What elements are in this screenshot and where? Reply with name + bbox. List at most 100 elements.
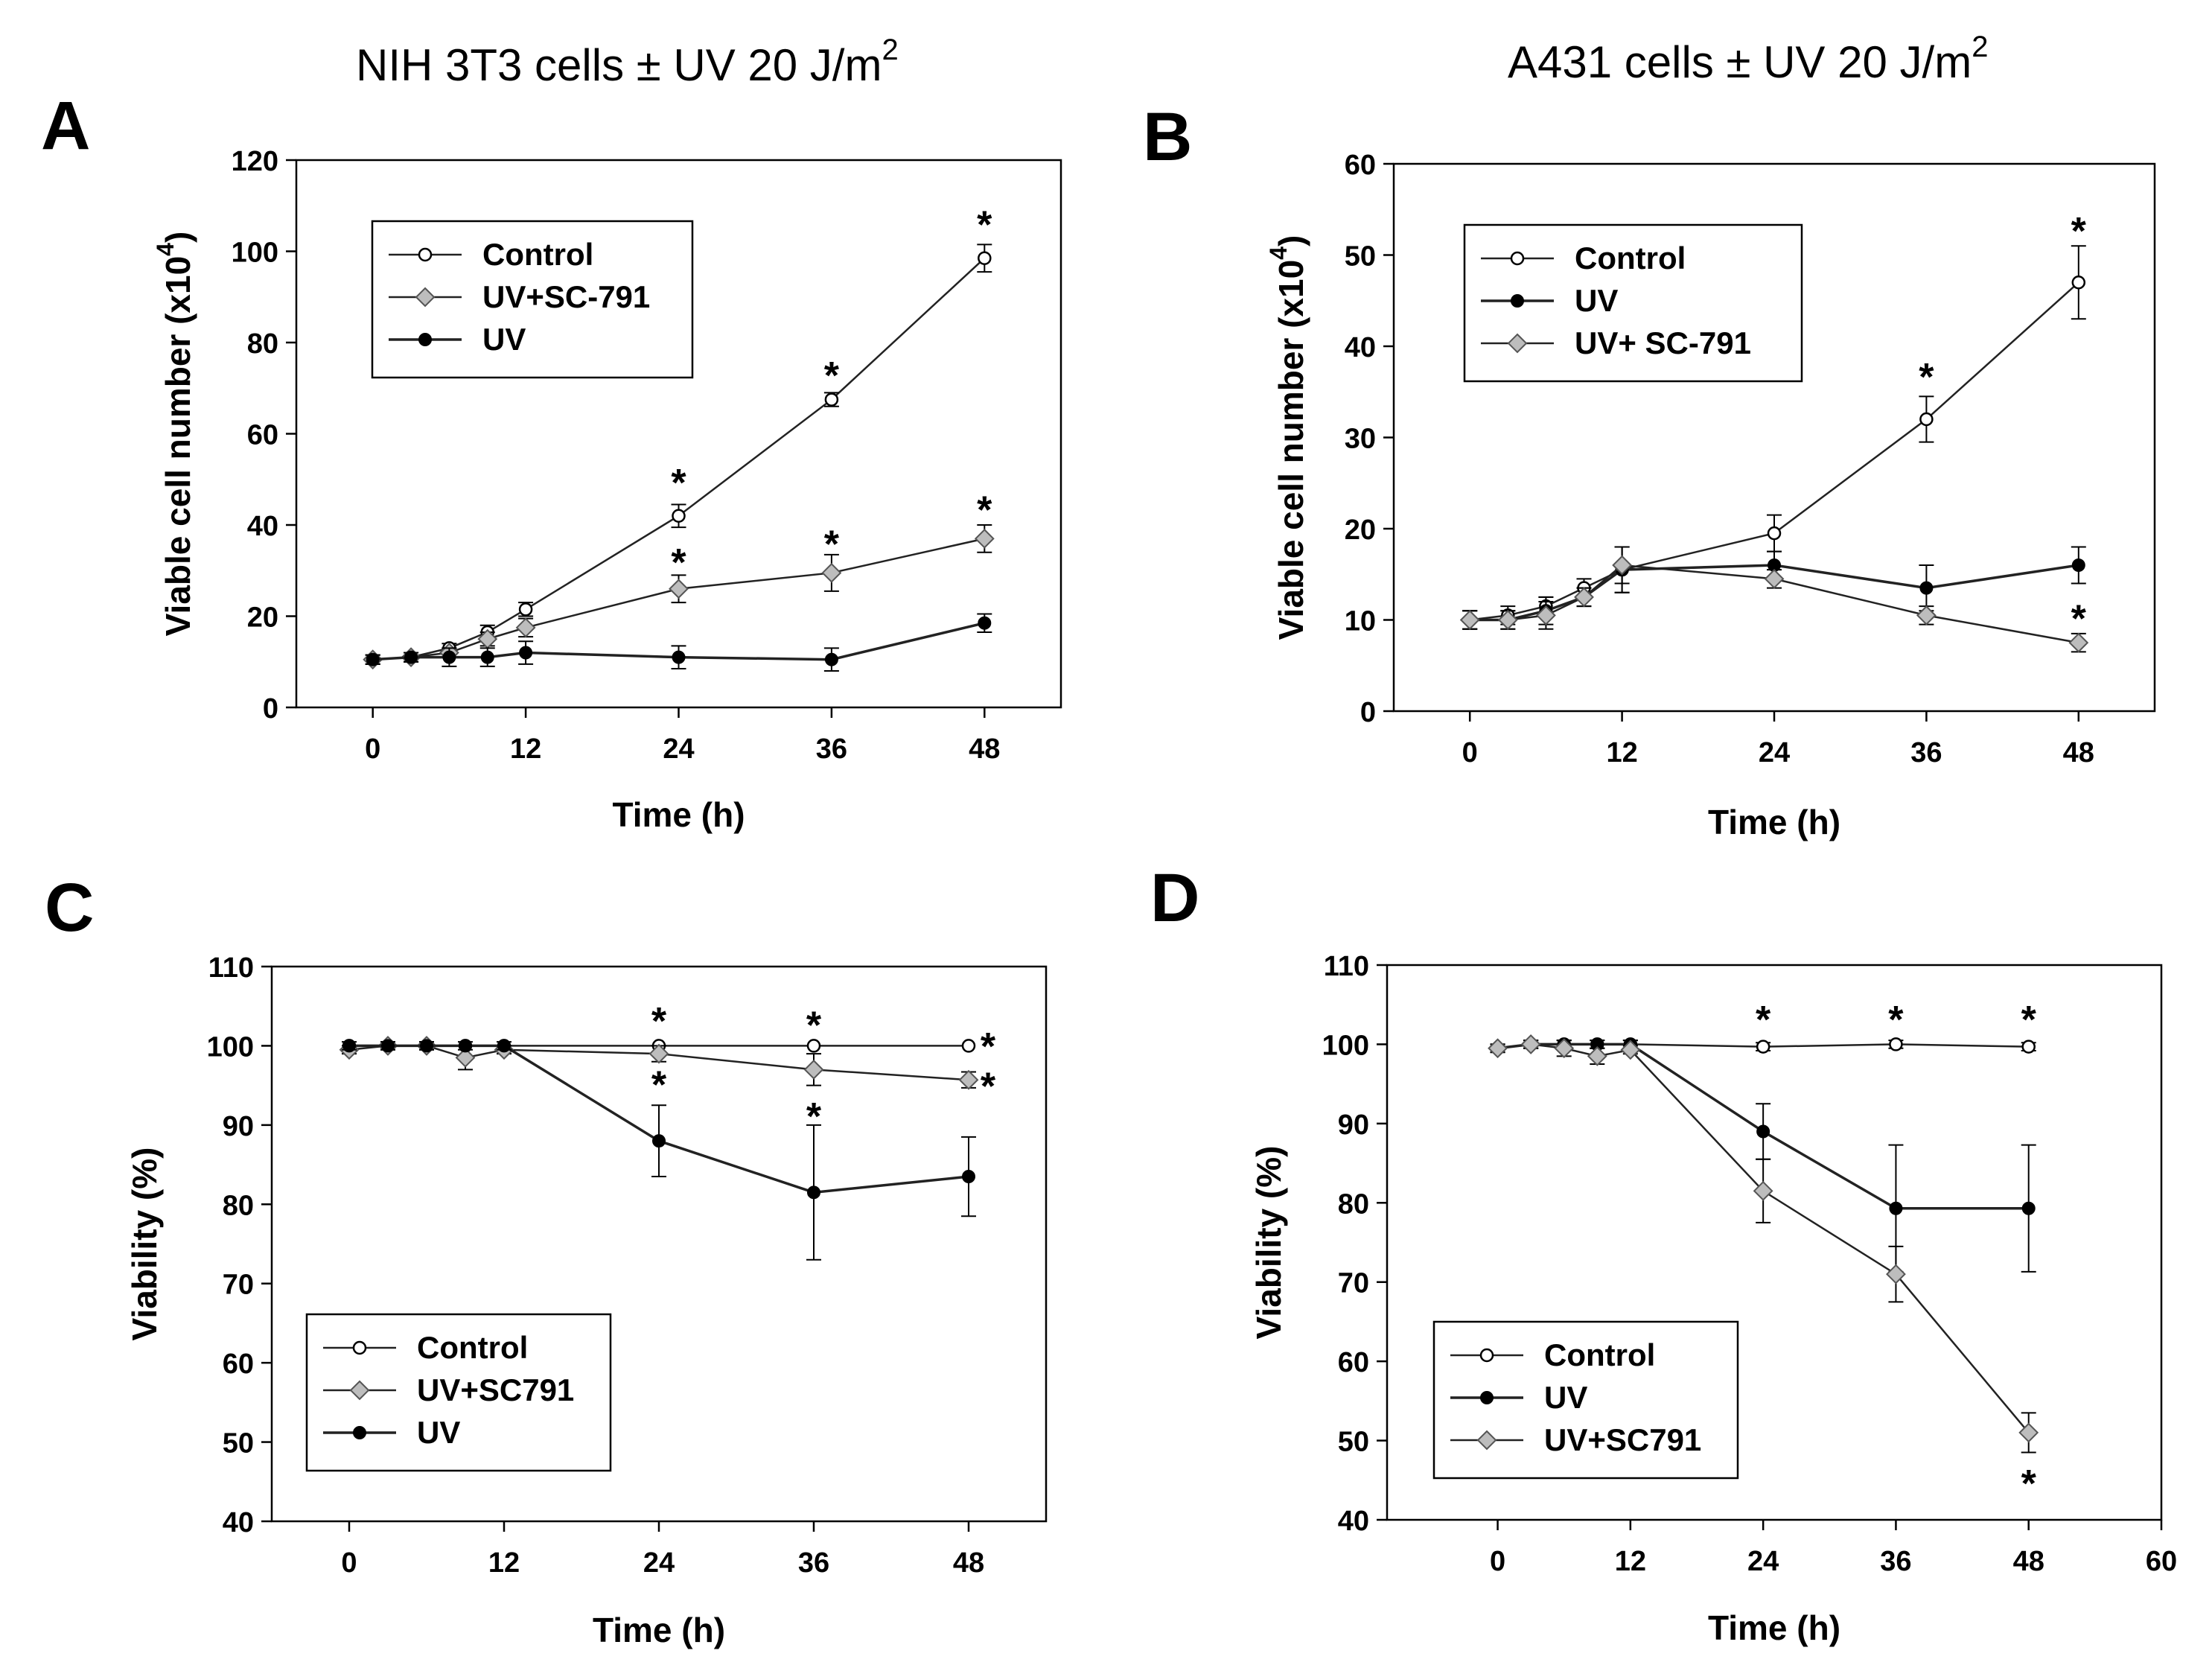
x-tick-label: 0 [365, 733, 380, 765]
y-tick-label: 30 [1345, 424, 1376, 455]
legend-item: Control [1450, 1337, 1655, 1372]
y-tick-label: 90 [223, 1111, 254, 1142]
legend-marker [1507, 333, 1528, 354]
y-tick-label: 60 [247, 420, 278, 451]
data-point [961, 1039, 976, 1053]
panel-letter: C [45, 870, 94, 946]
panel-letter: A [41, 88, 90, 164]
x-tick-label: 0 [341, 1547, 357, 1579]
y-tick-label: 50 [223, 1428, 254, 1460]
x-tick-label: 36 [1880, 1546, 1911, 1577]
legend-label: UV [482, 322, 526, 357]
data-point [1764, 568, 1785, 589]
significance-asterisk: * [671, 462, 686, 505]
y-tick-label: 0 [263, 693, 278, 725]
legend-marker [1479, 1348, 1494, 1363]
chart-panel-a: A 0 20 40 60 80 100 120 0 12 24 36 48 Time (h) Viable … [41, 88, 1062, 834]
data-point [381, 1039, 395, 1053]
significance-asterisk: * [2071, 597, 2087, 640]
data-point [962, 1170, 975, 1184]
y-tick-label: 100 [207, 1031, 254, 1063]
data-point [1889, 1037, 1903, 1051]
data-point [366, 652, 380, 666]
data-point [958, 1069, 979, 1090]
legend-label: UV [1544, 1380, 1587, 1415]
data-point [978, 616, 992, 630]
data-point [515, 617, 536, 638]
legend-marker [1510, 251, 1525, 266]
x-tick-label: 60 [2146, 1546, 2177, 1577]
y-tick-label: 110 [208, 952, 254, 984]
figure-title-left-superscript: 2 [882, 34, 898, 66]
significance-asterisk: * [1756, 999, 1771, 1042]
data-point [2018, 1422, 2039, 1443]
series-uv [342, 1039, 976, 1261]
legend-marker [1511, 294, 1524, 308]
x-tick-label: 12 [488, 1547, 520, 1579]
y-tick-label: 60 [223, 1349, 254, 1380]
x-tick-label: 48 [2063, 737, 2094, 768]
significance-asterisk: * [2071, 210, 2087, 253]
data-point [807, 1185, 820, 1200]
data-point [672, 650, 686, 664]
x-tick-label: 0 [1490, 1546, 1505, 1577]
significance-asterisk: * [824, 523, 840, 566]
y-axis-label: Viability (%) [125, 1147, 164, 1341]
legend-label: Control [1544, 1337, 1655, 1372]
series-uv [365, 613, 992, 672]
legend-marker [352, 1340, 367, 1355]
y-tick-label: 0 [1360, 697, 1376, 728]
legend-marker [349, 1380, 370, 1401]
y-tick-label: 50 [1345, 241, 1376, 273]
y-tick-label: 10 [1345, 606, 1376, 637]
panel-letter: B [1143, 99, 1192, 175]
y-axis-label: Viable cell number (x104) [1265, 235, 1310, 640]
legend-item: UV+SC-791 [389, 279, 650, 314]
significance-asterisk: * [1919, 356, 1934, 399]
data-point [1587, 1045, 1607, 1066]
y-tick-label: 80 [247, 328, 278, 360]
data-point [978, 251, 992, 265]
legend-item: UV [1450, 1380, 1587, 1415]
data-point [1488, 1038, 1508, 1059]
x-tick-label: 36 [798, 1547, 829, 1579]
x-axis-label: Time (h) [1708, 1608, 1840, 1647]
data-point [420, 1039, 433, 1053]
data-point [1612, 555, 1633, 576]
significance-asterisk: * [2021, 999, 2037, 1042]
plot-frame [1386, 964, 2163, 1521]
data-point [2071, 276, 2086, 290]
data-point [1497, 610, 1518, 630]
y-tick-label: 110 [1324, 951, 1369, 982]
legend-marker [1480, 1391, 1494, 1404]
data-point [1767, 526, 1782, 541]
y-tick-label: 70 [223, 1270, 254, 1301]
y-tick-label: 80 [1338, 1188, 1369, 1220]
x-tick-label: 12 [1615, 1546, 1646, 1577]
panel-letter: D [1150, 860, 1199, 936]
x-tick-label: 48 [953, 1547, 984, 1579]
significance-asterisk: * [651, 1063, 667, 1107]
x-tick-label: 48 [969, 733, 1000, 765]
significance-asterisk: * [977, 489, 992, 532]
series-uv-sc791 [1488, 1034, 2039, 1454]
legend-marker [1476, 1430, 1497, 1451]
x-tick-label: 12 [1606, 737, 1637, 768]
legend-marker [415, 287, 436, 308]
legend: Control UV+SC-791 UV [371, 220, 694, 379]
y-axis-label-close: ) [1272, 235, 1310, 246]
chart-panel-c: C 40 50 60 70 80 90 100 110 0 12 24 36 48 Time (h) Viab… [45, 870, 1048, 1649]
x-tick-label: 0 [1462, 737, 1478, 768]
data-point [1535, 605, 1556, 626]
x-axis-label: Time (h) [593, 1611, 725, 1649]
data-point [442, 650, 456, 664]
data-point [648, 1043, 669, 1064]
y-axis-label-text: Viability (%) [125, 1147, 164, 1341]
legend-item: Control [389, 237, 593, 272]
x-tick-label: 24 [1747, 1546, 1779, 1577]
legend-label: Control [417, 1330, 528, 1365]
figure-title-right-text: A431 cells ± UV 20 J/m [1508, 37, 1972, 87]
y-tick-label: 100 [1322, 1030, 1369, 1061]
legend-label: UV+SC791 [1544, 1422, 1701, 1457]
